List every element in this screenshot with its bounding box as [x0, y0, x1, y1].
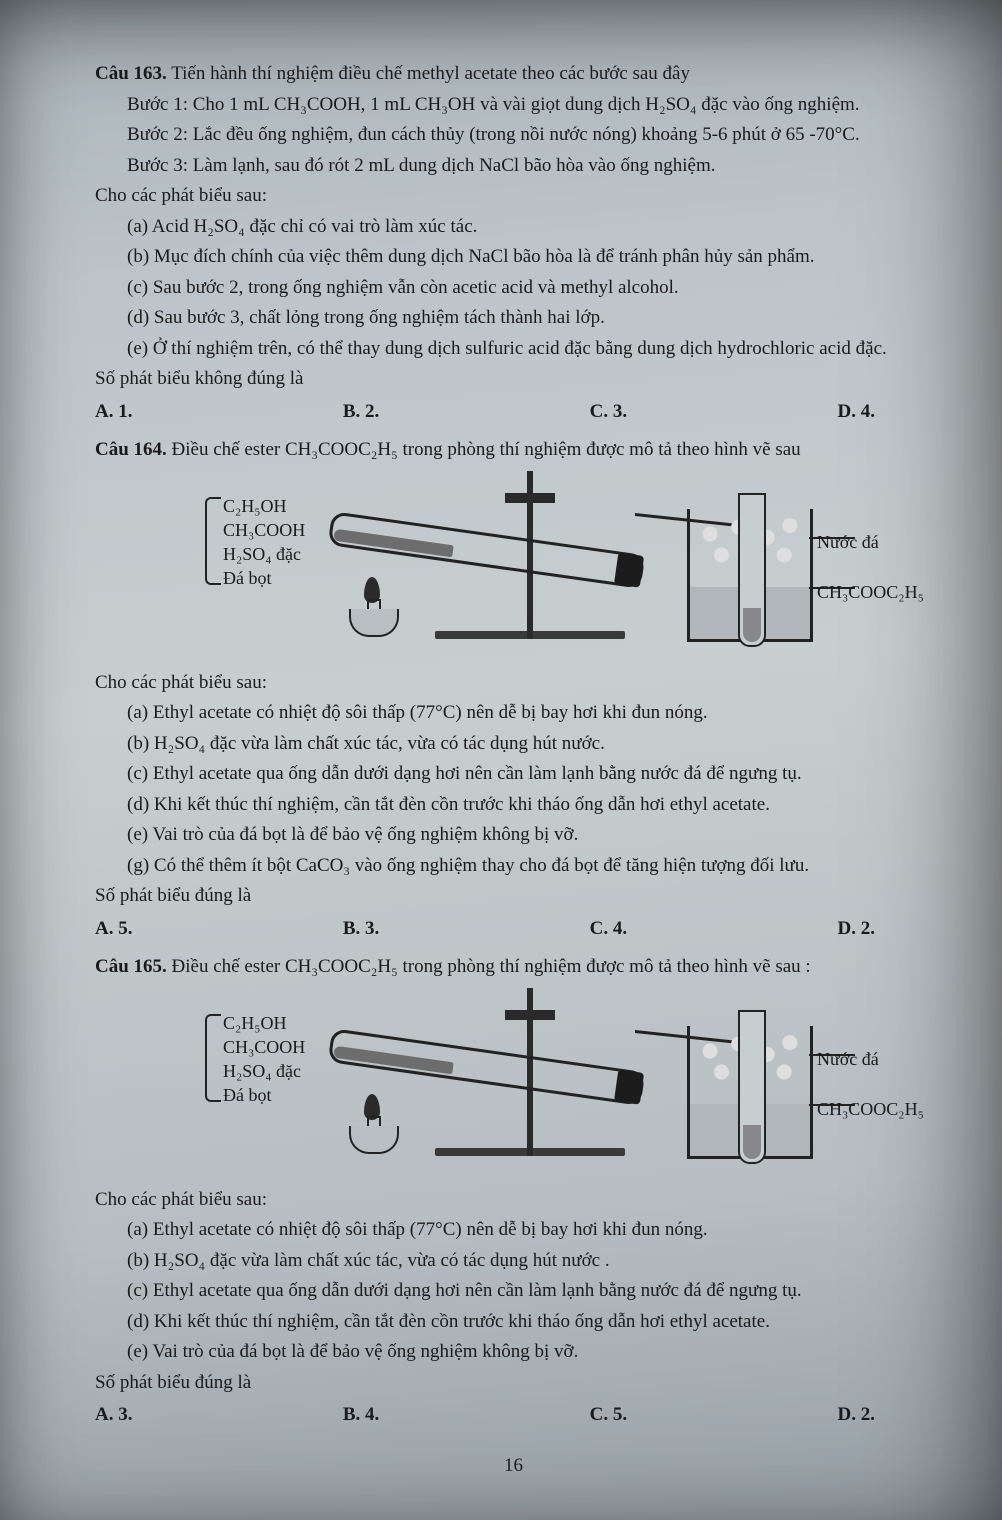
label-ethanol: C₂H₅OH	[223, 493, 287, 520]
q164-opt-c: C. 4.	[590, 915, 627, 944]
q165-c: (c) Ethyl acetate qua ống dẫn dưới dạng …	[127, 1277, 932, 1306]
q165-a: (a) Ethyl acetate có nhiệt độ sôi thấp (…	[127, 1216, 932, 1245]
q163-c: (c) Sau bước 2, trong ống nghiệm vẫn còn…	[127, 274, 932, 303]
label-product: CH₃COOC₂H₅	[817, 1096, 924, 1123]
ice-beaker	[687, 509, 813, 642]
q163-step1: Bước 1: Cho 1 mL CH₃COOH, 1 mL CH₃OH và …	[127, 91, 932, 120]
q165-figure: C₂H₅OH CH₃COOH H₂SO₄ đặc Đá bọt Nước đá	[95, 988, 875, 1178]
q164-opt-b: B. 3.	[343, 915, 379, 944]
q163-opt-b: B. 2.	[343, 398, 379, 427]
q165-opt-b: B. 4.	[343, 1401, 379, 1430]
q164-figure: C₂H₅OH CH₃COOH H₂SO₄ đặc Đá bọt Nước đá	[95, 471, 875, 661]
q164-given: Cho các phát biểu sau:	[95, 669, 932, 698]
q164-ask: Số phát biểu đúng là	[95, 882, 932, 911]
reagent-bracket	[205, 1014, 221, 1102]
q165-opt-c: C. 5.	[590, 1401, 627, 1430]
question-163: Câu 163. Tiến hành thí nghiệm điều chế m…	[95, 60, 932, 426]
alcohol-lamp-icon	[345, 577, 399, 637]
q164-d: (d) Khi kết thúc thí nghiệm, cần tắt đèn…	[127, 791, 932, 820]
q165-e: (e) Vai trò của đá bọt là để bảo vệ ống …	[127, 1338, 932, 1367]
label-boiling-stones: Đá bọt	[223, 1082, 272, 1109]
label-ethanol: C₂H₅OH	[223, 1010, 287, 1037]
alcohol-lamp-icon	[345, 1094, 399, 1154]
q163-opt-a: A. 1.	[95, 398, 132, 427]
q165-lead: Điều chế ester CH₃COOC₂H₅ trong phòng th…	[172, 956, 811, 977]
ice-beaker	[687, 1026, 813, 1159]
q165-opt-d: D. 2.	[837, 1401, 874, 1430]
label-product: CH₃COOC₂H₅	[817, 579, 924, 606]
label-ice: Nước đá	[817, 1046, 879, 1073]
question-164: Câu 164. Điều chế ester CH₃COOC₂H₅ trong…	[95, 436, 932, 943]
page-number: 16	[95, 1452, 932, 1481]
q164-b: (b) H₂SO₄ đặc vừa làm chất xúc tác, vừa …	[127, 730, 932, 759]
q164-options: A. 5. B. 3. C. 4. D. 2.	[95, 915, 875, 944]
q163-opt-d: D. 4.	[837, 398, 874, 427]
q164-g: (g) Có thể thêm ít bột CaCO₃ vào ống ngh…	[127, 852, 932, 881]
q164-a: (a) Ethyl acetate có nhiệt độ sôi thấp (…	[127, 699, 932, 728]
reagent-liquid	[333, 528, 454, 557]
question-165: Câu 165. Điều chế ester CH₃COOC₂H₅ trong…	[95, 953, 932, 1430]
q163-a: (a) Acid H₂SO₄ đặc chỉ có vai trò làm xú…	[127, 213, 932, 242]
label-acid: CH₃COOH	[223, 517, 305, 544]
label-acid: CH₃COOH	[223, 1034, 305, 1061]
reagent-liquid	[333, 1045, 454, 1074]
collection-tube	[738, 493, 766, 647]
q165-given: Cho các phát biểu sau:	[95, 1186, 932, 1215]
q165-options: A. 3. B. 4. C. 5. D. 2.	[95, 1401, 875, 1430]
q163-opt-c: C. 3.	[590, 398, 627, 427]
reagent-bracket	[205, 497, 221, 585]
q163-d: (d) Sau bước 3, chất lỏng trong ống nghi…	[127, 304, 932, 333]
q164-c: (c) Ethyl acetate qua ống dẫn dưới dạng …	[127, 760, 932, 789]
q164-lead: Điều chế ester CH₃COOC₂H₅ trong phòng th…	[172, 439, 801, 460]
q164-opt-d: D. 2.	[837, 915, 874, 944]
collection-tube	[738, 1010, 766, 1164]
q165-title: Câu 165.	[95, 956, 167, 977]
q163-b: (b) Mục đích chính của việc thêm dung dị…	[127, 243, 932, 272]
q165-b: (b) H₂SO₄ đặc vừa làm chất xúc tác, vừa …	[127, 1247, 932, 1276]
label-boiling-stones: Đá bọt	[223, 565, 272, 592]
clamp	[505, 493, 555, 503]
label-h2so4: H₂SO₄ đặc	[223, 1058, 301, 1085]
q164-title: Câu 164.	[95, 439, 167, 460]
exam-page: Câu 163. Tiến hành thí nghiệm điều chế m…	[0, 0, 1002, 1520]
q165-d: (d) Khi kết thúc thí nghiệm, cần tắt đèn…	[127, 1308, 932, 1337]
label-ice: Nước đá	[817, 529, 879, 556]
q163-options: A. 1. B. 2. C. 3. D. 4.	[95, 398, 875, 427]
q163-title: Câu 163.	[95, 63, 167, 84]
q163-e: (e) Ở thí nghiệm trên, có thể thay dung …	[127, 335, 932, 364]
q163-step3: Bước 3: Làm lạnh, sau đó rót 2 mL dung d…	[127, 152, 932, 181]
label-h2so4: H₂SO₄ đặc	[223, 541, 301, 568]
q164-opt-a: A. 5.	[95, 915, 132, 944]
q163-step2: Bước 2: Lắc đều ống nghiệm, đun cách thủ…	[127, 121, 932, 150]
q163-lead: Tiến hành thí nghiệm điều chế methyl ace…	[171, 63, 690, 84]
q163-given: Cho các phát biểu sau:	[95, 182, 932, 211]
q163-ask: Số phát biểu không đúng là	[95, 365, 932, 394]
q165-opt-a: A. 3.	[95, 1401, 132, 1430]
q164-e: (e) Vai trò của đá bọt là để bảo vệ ống …	[127, 821, 932, 850]
clamp	[505, 1010, 555, 1020]
q165-ask: Số phát biểu đúng là	[95, 1369, 932, 1398]
